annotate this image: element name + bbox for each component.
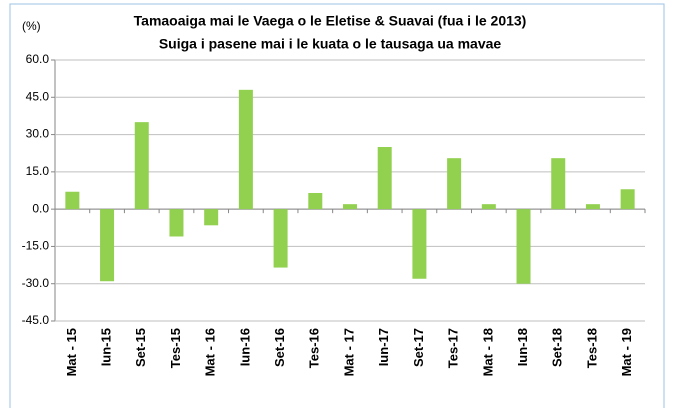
bar <box>238 89 253 210</box>
x-tick-label: Tes-18 <box>584 328 599 368</box>
x-tick-label: Set-17 <box>411 328 426 367</box>
x-tick-label: Iun-18 <box>515 328 530 366</box>
x-tick-label: Mat - 17 <box>341 328 356 376</box>
x-tick-label: Iun-15 <box>98 328 113 366</box>
y-tick-label: 45.0 <box>26 89 50 103</box>
x-tick-label: Tes-16 <box>307 328 322 368</box>
y-tick-label: 60.0 <box>26 52 50 66</box>
x-tick-label: Iun-16 <box>237 328 252 366</box>
x-tick-label: Mat - 18 <box>480 328 495 376</box>
chart-frame <box>9 3 665 413</box>
x-tick-label: Mat - 16 <box>203 328 218 376</box>
bar <box>516 209 531 284</box>
chart-title: Tamaoaiga mai le Vaega o le Eletise & Su… <box>134 13 527 29</box>
x-tick-label: Mat - 15 <box>64 328 79 376</box>
bar <box>169 209 184 237</box>
bar <box>447 158 462 210</box>
bar <box>100 209 115 282</box>
x-tick-label: Iun-17 <box>376 328 391 366</box>
bar <box>412 209 427 279</box>
y-tick-label: 0.0 <box>32 201 49 215</box>
x-tick-label: Tes-17 <box>446 328 461 368</box>
bar <box>134 122 149 210</box>
chart-subtitle: Suiga i pasene mai i le kuata o le tausa… <box>159 36 502 52</box>
bar <box>585 204 600 210</box>
bar <box>343 204 357 210</box>
bar <box>377 147 392 210</box>
bar <box>551 158 566 210</box>
bar <box>273 209 288 268</box>
bar <box>620 189 635 210</box>
x-tick-label: Mat - 19 <box>619 328 634 376</box>
bar <box>204 209 219 226</box>
x-tick-label: Set-15 <box>133 328 148 367</box>
bar <box>481 204 496 210</box>
y-tick-label: -30.0 <box>22 276 50 290</box>
y-axis-label: (%) <box>22 19 41 33</box>
x-tick-label: Set-18 <box>550 328 565 367</box>
x-tick-label: Set-16 <box>272 328 287 367</box>
y-tick-label: 15.0 <box>26 164 50 178</box>
y-tick-label: -15.0 <box>22 239 50 253</box>
bar <box>65 191 80 210</box>
bar <box>308 192 323 210</box>
y-tick-label: -45.0 <box>22 313 50 327</box>
y-tick-label: 30.0 <box>26 127 50 141</box>
x-tick-label: Tes-15 <box>168 328 183 368</box>
